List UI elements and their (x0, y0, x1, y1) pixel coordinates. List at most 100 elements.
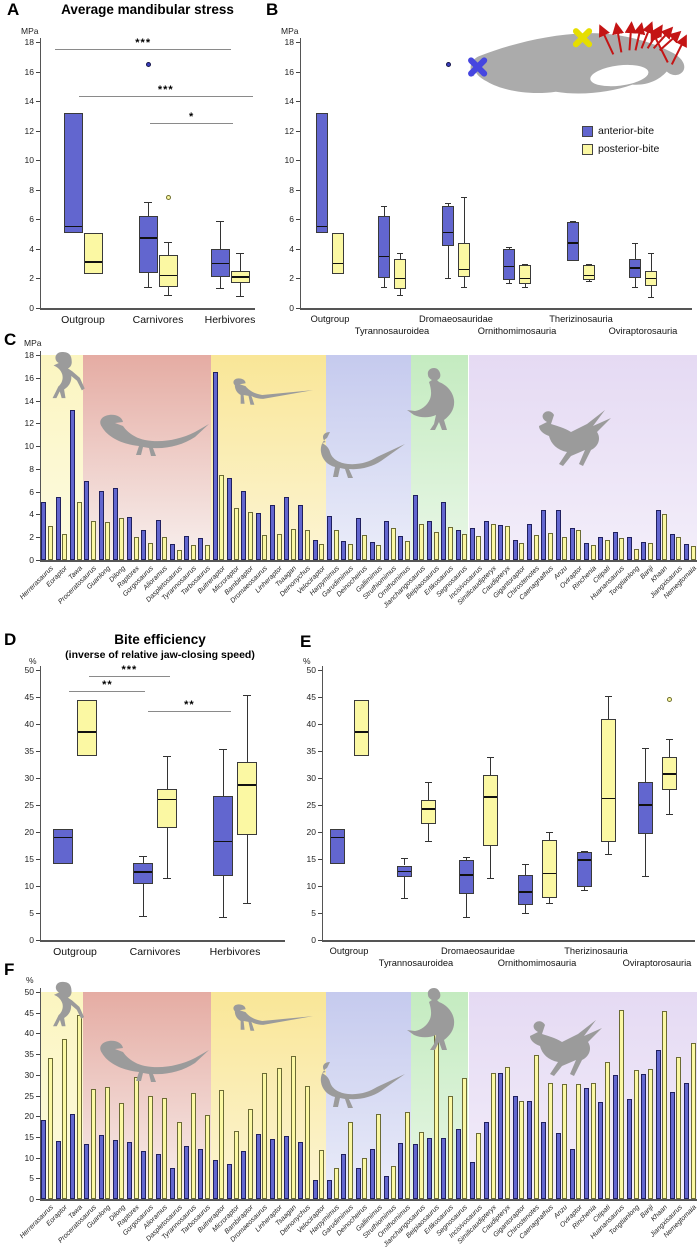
bar-anterior (112, 1140, 118, 1199)
significance-bar (147, 711, 232, 712)
whisker-cap (604, 695, 612, 697)
box-posterior (661, 756, 677, 790)
bar-anterior (198, 1149, 204, 1199)
bar-anterior (284, 1136, 290, 1199)
panel-letter-e: E (300, 632, 312, 651)
y-tick-label: 8 (29, 463, 34, 474)
whisker-cap (580, 850, 588, 852)
y-tick (296, 278, 300, 280)
whisker-cap (522, 287, 528, 289)
y-tick-label: 45 (306, 692, 316, 702)
bar-posterior (505, 525, 510, 560)
bar-posterior (305, 1086, 310, 1199)
bar-posterior (605, 1061, 610, 1199)
y-tick-label: 0 (311, 935, 316, 945)
outlier-point (445, 61, 451, 67)
whisker-lower (650, 285, 652, 297)
bar-posterior (590, 1082, 596, 1199)
median-line (211, 262, 229, 265)
y-tick-label: 6 (29, 214, 34, 225)
whisker-upper (166, 756, 168, 789)
panel-e-y-unit: % (303, 656, 311, 666)
category-label: Herbivores (209, 946, 261, 958)
significance-bar (89, 675, 170, 677)
oviraptorosaur-silhouette (530, 1020, 602, 1076)
y-tick (296, 219, 300, 221)
y-tick (36, 724, 40, 725)
region-tyrannosauroidea (82, 992, 212, 1199)
bar-anterior (512, 539, 518, 560)
y-tick-label: 40 (306, 719, 316, 729)
whisker-lower (607, 841, 609, 854)
y-tick-label: 12 (284, 125, 294, 136)
whisker-cap (243, 695, 251, 697)
bar-posterior (205, 1115, 211, 1199)
whisker-cap (632, 243, 638, 244)
bar-posterior (247, 512, 253, 560)
box-anterior (637, 781, 653, 834)
whisker-cap (144, 287, 152, 289)
median-line (518, 891, 532, 893)
bar-posterior (547, 532, 553, 560)
bar-posterior (605, 539, 610, 560)
category-label: Ornithomimosauria (477, 326, 557, 336)
whisker-cap (665, 813, 673, 815)
y-tick (318, 832, 322, 833)
outlier-point (145, 61, 151, 67)
bar-posterior (190, 545, 196, 560)
region-outgroup (40, 992, 83, 1199)
bar-posterior (447, 527, 453, 560)
box-posterior (394, 259, 406, 289)
bar-anterior (312, 1179, 318, 1199)
y-tick-label: 25 (306, 800, 316, 810)
y-tick-label: 40 (24, 1028, 34, 1039)
bar-posterior (619, 538, 625, 560)
y-tick (36, 805, 40, 806)
muscle-force-arrows-icon (598, 21, 687, 65)
whisker-cap (445, 203, 451, 205)
y-tick (36, 992, 40, 993)
box-posterior (83, 232, 103, 274)
whisker-cap (397, 294, 403, 296)
y-tick-label: 14 (24, 395, 34, 406)
whisker-lower (588, 279, 590, 281)
y-tick (36, 130, 40, 132)
box-posterior (583, 265, 595, 280)
bar-posterior (576, 1083, 582, 1199)
whisker-cap (164, 241, 172, 243)
median-line (158, 798, 176, 801)
bar-anterior (255, 513, 261, 560)
bar-anterior (669, 533, 675, 560)
bar-anterior (427, 1137, 432, 1199)
whisker-lower (246, 834, 248, 904)
y-tick (296, 130, 300, 132)
bar-posterior (305, 530, 310, 560)
bar-posterior (662, 514, 668, 560)
bar-anterior (112, 488, 118, 561)
panel-a-y-unit: MPa (21, 26, 39, 36)
bar-posterior (676, 537, 682, 560)
y-tick (36, 355, 40, 356)
y-axis (40, 351, 41, 560)
bar-posterior (447, 1095, 453, 1199)
bar-posterior (490, 1072, 496, 1199)
y-tick-label: 2 (29, 532, 34, 543)
y-tick (36, 101, 40, 103)
whisker-upper (142, 856, 144, 863)
box-posterior (353, 699, 369, 757)
y-tick-label: 14 (24, 96, 34, 107)
posterior-bite-point-icon (572, 28, 593, 48)
whisker-cap (506, 247, 512, 249)
bar-anterior (169, 1167, 175, 1199)
y-tick-label: 45 (24, 1007, 34, 1018)
y-tick-label: 10 (24, 881, 34, 891)
bar-posterior (133, 537, 139, 560)
whisker-upper (644, 748, 646, 782)
y-tick-label: 50 (24, 987, 34, 997)
y-tick-label: 6 (29, 486, 34, 497)
mandibular-fenestra (590, 64, 649, 87)
category-label: Carnivores (132, 314, 184, 326)
ornithomimosaur-silhouette (320, 432, 405, 478)
whisker-cap (462, 857, 470, 859)
